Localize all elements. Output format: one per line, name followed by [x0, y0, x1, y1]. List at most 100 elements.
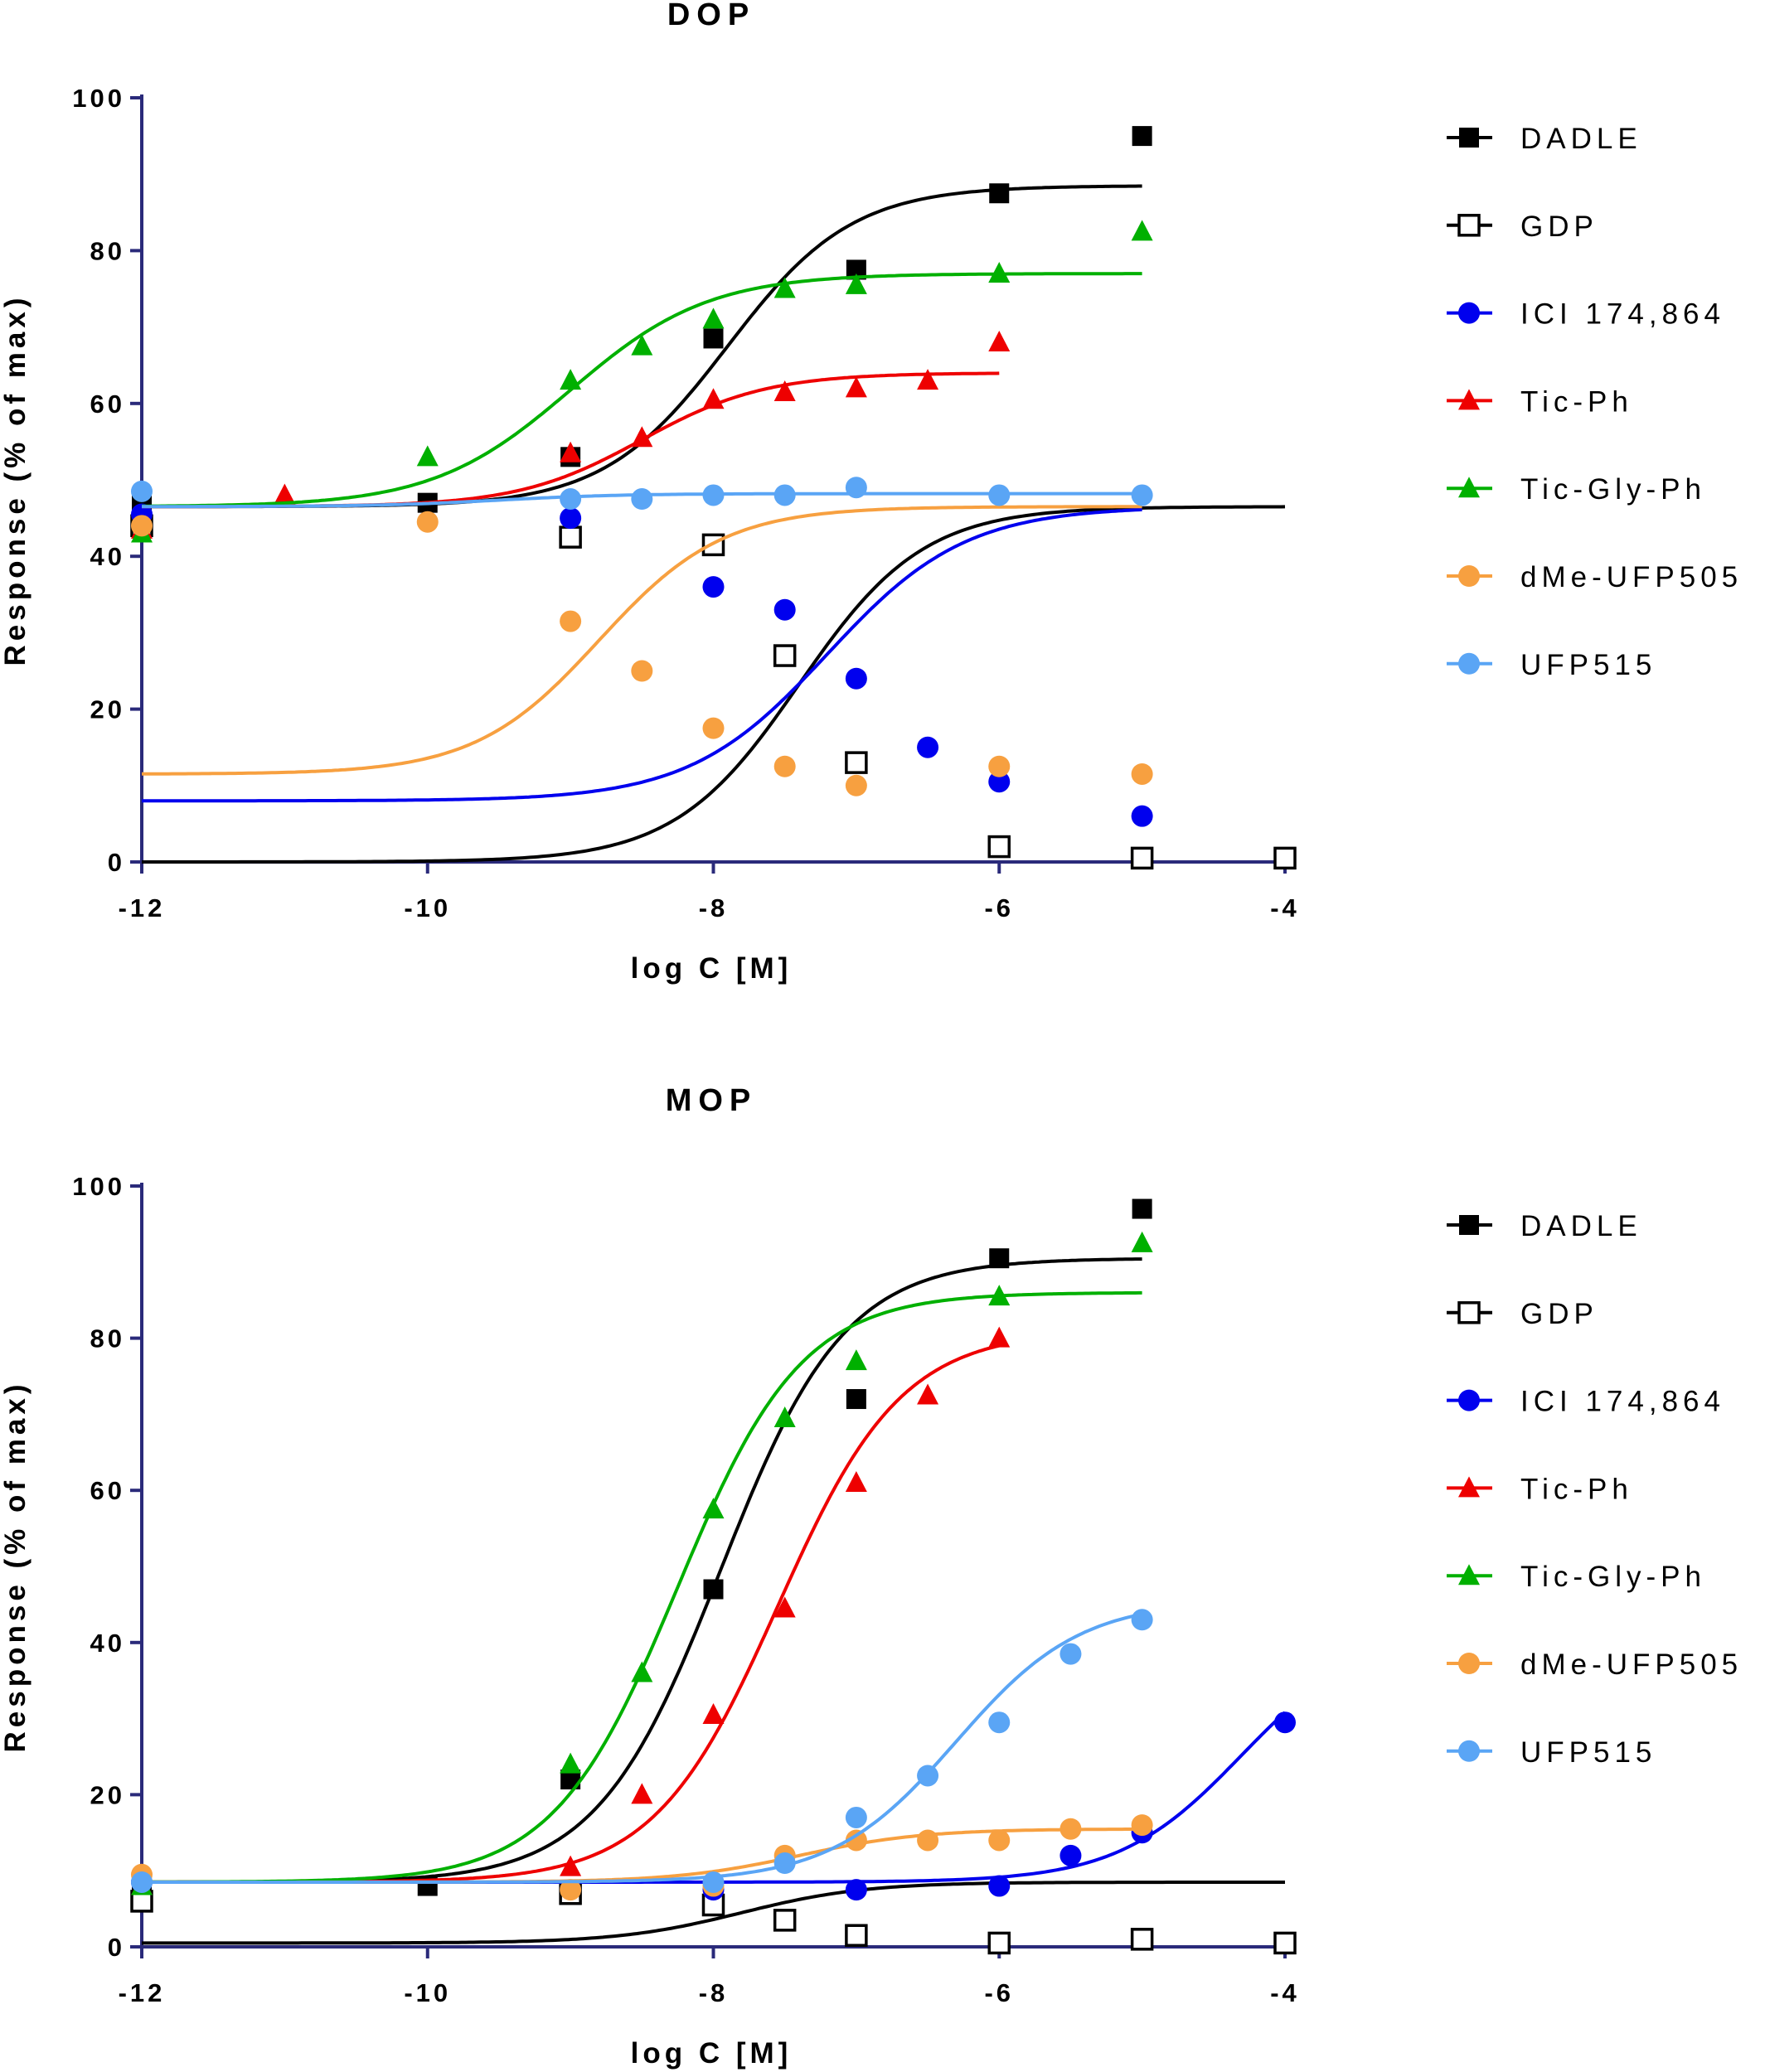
legend-item: dMe-UFP505: [1447, 561, 1738, 593]
data-point: [987, 835, 1011, 859]
legend-item: Tic-Gly-Ph: [1447, 1561, 1706, 1593]
data-point: [702, 1498, 725, 1519]
data-point: [917, 1829, 939, 1852]
legend-item: Tic-Gly-Ph: [1447, 473, 1701, 506]
data-point: [560, 1752, 582, 1774]
data-point: [845, 1806, 867, 1828]
legend-item: Tic-Ph: [1447, 385, 1628, 418]
legend-label: dMe-UFP505: [1520, 1648, 1743, 1681]
data-point: [560, 1879, 582, 1901]
data-point: [773, 644, 797, 667]
legend-item: UFP515: [1447, 649, 1656, 681]
series-tic-gly-ph: [131, 220, 1153, 543]
data-point: [416, 445, 439, 467]
data-point: [1131, 484, 1153, 506]
legend-label: ICI 174,864: [1520, 298, 1725, 331]
x-tick-label: -8: [699, 893, 729, 922]
x-axis-label: log C [M]: [631, 952, 793, 985]
data-point: [560, 488, 582, 511]
data-point: [989, 183, 1010, 204]
legend-item: ICI 174,864: [1447, 1386, 1725, 1418]
legend-marker-icon: [1457, 214, 1481, 237]
legend-marker-icon: [1458, 565, 1480, 587]
data-point: [917, 1383, 939, 1405]
data-point: [702, 388, 725, 409]
data-point: [846, 1389, 866, 1410]
data-point: [702, 1871, 725, 1893]
legend-label: UFP515: [1520, 1736, 1656, 1769]
y-tick-label: 80: [90, 236, 125, 265]
y-axis-label: Response (% of max): [0, 1381, 32, 1753]
data-point: [1131, 1609, 1153, 1631]
fit-curve: [142, 505, 1142, 776]
data-point: [845, 751, 868, 774]
data-point: [131, 515, 153, 537]
legend-label: UFP515: [1520, 649, 1656, 681]
data-point: [560, 507, 582, 530]
legend-item: Tic-Ph: [1447, 1473, 1633, 1505]
x-tick-label: -10: [404, 1978, 451, 2007]
series-dme-ufp505: [131, 505, 1153, 796]
x-tick-label: -10: [404, 893, 451, 922]
data-point: [845, 667, 867, 690]
legend-item: GDP: [1447, 211, 1598, 243]
x-tick-label: -12: [119, 893, 166, 922]
data-point: [1130, 1928, 1154, 1951]
y-tick-label: 0: [108, 1933, 125, 1962]
data-point: [917, 1765, 939, 1787]
data-point: [1059, 1844, 1082, 1866]
fit-curve: [142, 1343, 1000, 1884]
legend-marker-icon: [1458, 1740, 1480, 1762]
legend-label: Tic-Ph: [1520, 1473, 1633, 1505]
series-dadle: [132, 126, 1152, 513]
data-point: [631, 488, 653, 511]
legend-item: UFP515: [1447, 1736, 1656, 1769]
legend-item: dMe-UFP505: [1447, 1648, 1743, 1681]
legend-label: DADLE: [1520, 1210, 1642, 1242]
data-point: [416, 511, 439, 533]
data-point: [845, 1829, 867, 1852]
fit-curve: [142, 1881, 1285, 1945]
data-point: [702, 717, 725, 739]
data-point: [1131, 762, 1153, 785]
data-point: [988, 484, 1011, 506]
fit-curve: [142, 371, 1000, 509]
legend-label: GDP: [1520, 1298, 1598, 1330]
data-point: [988, 262, 1011, 283]
data-point: [1059, 1643, 1082, 1665]
data-point: [1131, 1814, 1153, 1837]
data-point: [1131, 220, 1153, 241]
legend-marker-icon: [1458, 1653, 1480, 1674]
legend-label: GDP: [1520, 211, 1598, 243]
data-point: [845, 774, 867, 796]
data-point: [702, 484, 725, 506]
data-point: [773, 1852, 796, 1875]
y-tick-label: 80: [90, 1324, 125, 1353]
data-point: [560, 610, 582, 632]
data-point: [845, 1879, 867, 1901]
legend-marker-icon: [1458, 302, 1480, 324]
y-tick-label: 60: [90, 1476, 125, 1505]
fit-curve: [142, 272, 1142, 508]
data-point: [773, 598, 796, 621]
legend-marker-icon: [1459, 1215, 1479, 1235]
data-point: [560, 369, 582, 390]
data-point: [131, 1871, 153, 1893]
y-tick-label: 40: [90, 542, 125, 571]
y-tick-label: 60: [90, 390, 125, 419]
fit-curve: [142, 507, 1142, 803]
chart-title: MOP: [666, 1083, 758, 1118]
data-point: [988, 1285, 1011, 1306]
y-tick-label: 100: [72, 84, 125, 113]
legend-item: DADLE: [1447, 1210, 1642, 1242]
fit-curve: [142, 505, 1286, 864]
legend-marker-icon: [1458, 477, 1480, 498]
y-tick-label: 20: [90, 1780, 125, 1809]
data-point: [845, 376, 867, 398]
legend-label: Tic-Gly-Ph: [1520, 1561, 1706, 1593]
legend-label: ICI 174,864: [1520, 1386, 1725, 1418]
legend-marker-icon: [1458, 652, 1480, 675]
legend-marker-icon: [1458, 389, 1480, 410]
data-point: [702, 576, 725, 598]
